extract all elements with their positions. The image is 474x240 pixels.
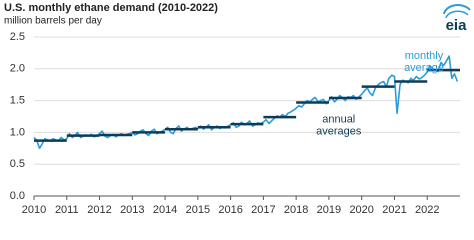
x-tick-label: 2020 [349,204,373,216]
x-tick-label: 2022 [415,204,439,216]
x-tick-label: 2018 [284,204,308,216]
x-tick-label: 2016 [218,204,242,216]
x-tick-label: 2017 [251,204,275,216]
chart-title: U.S. monthly ethane demand (2010-2022) [4,2,218,14]
logo-text: eia [446,17,468,34]
x-tick-label: 2021 [382,204,406,216]
chart: U.S. monthly ethane demand (2010-2022) m… [4,2,471,216]
x-tick-label: 2014 [153,204,177,216]
annotation: annual [322,114,355,126]
y-tick-label: 1.0 [10,126,25,138]
x-tick-label: 2013 [120,204,144,216]
annotation: average [404,62,444,74]
x-tick-label: 2011 [55,204,79,216]
x-tick-label: 2019 [317,204,341,216]
y-tick-label: 2.5 [10,31,25,43]
annotation: averages [316,126,362,138]
y-tick-label: 0.5 [10,158,25,170]
y-tick-label: 1.5 [10,95,25,107]
x-tick-label: 2012 [87,204,111,216]
x-tick-label: 2015 [186,204,210,216]
logo: eia [443,4,471,34]
y-tick-label: 2.0 [10,63,25,75]
annotation: monthly [405,50,444,62]
chart-subtitle: million barrels per day [4,16,102,27]
x-tick-label: 2010 [22,204,46,216]
y-tick-label: 0.0 [10,190,25,202]
